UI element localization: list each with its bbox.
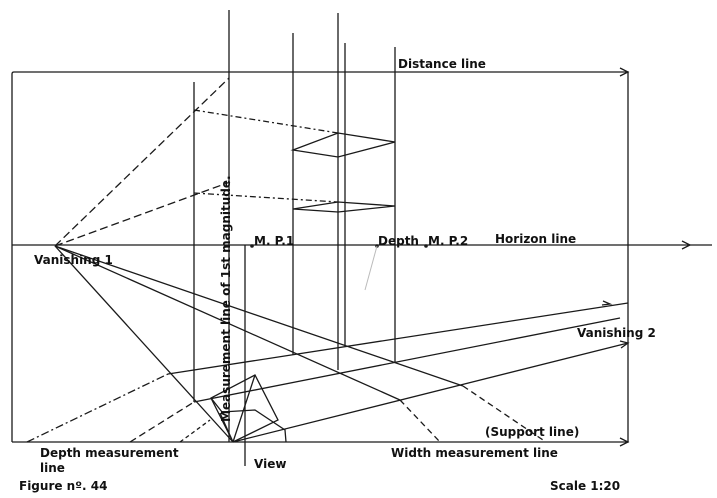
width-measurement-label: Width measurement line <box>391 446 558 460</box>
horizon-line-label: Horizon line <box>495 232 577 246</box>
lower-square <box>292 201 396 213</box>
view-label: View <box>254 457 287 471</box>
mp1-label: M. P.1 <box>254 234 295 248</box>
horizon-arrow <box>681 240 692 250</box>
distance-arrow <box>619 67 630 77</box>
mp2-label: M. P.2 <box>428 234 469 248</box>
vanishing-2-label: Vanishing 2 <box>577 326 656 340</box>
ray <box>193 192 339 203</box>
figure-caption: Figure nº. 44 <box>19 479 108 493</box>
ray <box>54 77 230 247</box>
ray <box>193 109 339 134</box>
depth-measurement-label: Depth measurement <box>40 446 179 460</box>
ray <box>54 181 231 247</box>
distance-line-label: Distance line <box>398 57 486 71</box>
depth-label: Depth <box>378 234 419 248</box>
upper-square <box>290 132 396 158</box>
measurement-line-label: Measurement line of 1st magnitude. <box>219 175 233 422</box>
vanishing-1-label: Vanishing 1 <box>34 253 113 267</box>
depth-measurement-label-line2: line <box>40 461 65 475</box>
scale-label: Scale 1:20 <box>550 479 621 493</box>
distance-line-frame <box>11 71 629 443</box>
support-line-label: (Support line) <box>485 425 580 439</box>
bottom-arrow <box>619 437 630 447</box>
